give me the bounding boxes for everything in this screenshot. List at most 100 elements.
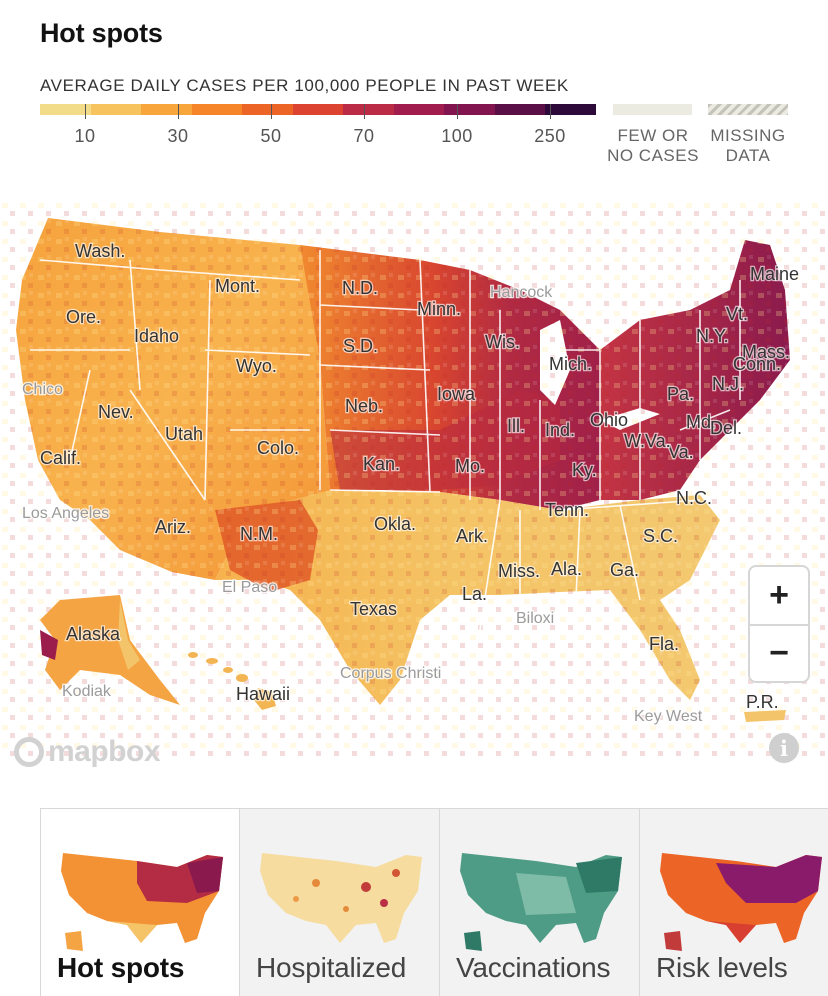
state-label: Mich. <box>549 354 592 374</box>
ramp-step <box>444 104 495 115</box>
zoom-control: + − <box>748 565 810 683</box>
legend-tick-label: 250 <box>534 126 566 146</box>
contiguous-us <box>0 200 828 760</box>
state-label: Maine <box>750 264 799 284</box>
legend-tick-mark <box>364 104 365 119</box>
legend-tick-label: 30 <box>167 126 189 146</box>
tab-label: Risk levels <box>656 952 788 983</box>
us-case-map[interactable]: Wash. Ore. Idaho Mont. Wyo. Nev. Utah Calif. Col… <box>0 200 828 760</box>
state-label: Wash. <box>75 241 125 261</box>
state-label: Mass. <box>742 342 790 362</box>
ramp-step <box>141 104 192 115</box>
state-label: Va. <box>668 442 694 462</box>
ramp-step <box>494 104 546 115</box>
state-label: N.J. <box>712 374 744 394</box>
mapbox-wordmark: mapbox <box>48 735 161 768</box>
state-label: Calif. <box>40 448 81 468</box>
state-label: N.D. <box>342 278 378 298</box>
state-label: Texas <box>350 599 397 619</box>
state-label: Tenn. <box>545 500 589 520</box>
ramp-step <box>545 104 597 115</box>
ramp-step <box>292 104 344 115</box>
legend-tick-mark <box>271 104 272 119</box>
tab-label: Hospitalized <box>256 952 407 983</box>
state-label: N.Y. <box>696 326 729 346</box>
city-label: Hancock <box>490 284 553 301</box>
state-label: Fla. <box>649 634 679 654</box>
legend-tick-mark <box>178 104 179 119</box>
tab-hospitalized[interactable]: Hospitalized <box>240 809 440 996</box>
tab-vaccinations[interactable]: Vaccinations <box>440 809 640 996</box>
tab-risk-levels[interactable]: Risk levels <box>640 809 828 996</box>
state-label: Wis. <box>485 332 520 352</box>
city-label: Key West <box>634 708 703 725</box>
state-label: Ala. <box>551 559 582 579</box>
ramp-step <box>40 104 91 115</box>
tab-label: Hot spots <box>57 952 185 983</box>
state-label: Kan. <box>363 454 400 474</box>
ramp-step <box>242 104 293 115</box>
legend-tick-label: 10 <box>74 126 96 146</box>
legend-tick-mark <box>550 104 551 119</box>
city-label: Los Angeles <box>22 505 109 522</box>
missing-data-swatch <box>708 104 788 115</box>
state-label: N.C. <box>676 488 712 508</box>
tab-label: Vaccinations <box>456 952 611 983</box>
mapbox-logo[interactable]: mapbox <box>14 735 161 769</box>
state-label: Del. <box>710 418 742 438</box>
state-label: Colo. <box>257 438 299 458</box>
state-label: Idaho <box>134 326 179 346</box>
risk-levels-thumbnail <box>660 853 822 951</box>
state-label: Ark. <box>456 526 488 546</box>
state-label: Hawaii <box>236 684 290 704</box>
hawaii <box>188 652 276 710</box>
alaska <box>40 595 180 705</box>
ramp-step <box>343 104 394 115</box>
state-label: Ill. <box>507 416 525 436</box>
legend-caption: AVERAGE DAILY CASES PER 100,000 PEOPLE I… <box>40 76 569 95</box>
state-label: Iowa <box>437 384 476 404</box>
ramp-step <box>191 104 243 115</box>
state-label: Md. <box>686 412 716 432</box>
legend-tick-label: 100 <box>441 126 473 146</box>
state-label: Okla. <box>374 514 416 534</box>
legend-ticks <box>40 104 596 119</box>
city-label: Biloxi <box>516 610 554 627</box>
zoom-out-button[interactable]: − <box>769 634 789 672</box>
ramp-step <box>90 104 142 115</box>
mapbox-icon <box>14 737 44 767</box>
state-label: Ind. <box>545 420 575 440</box>
state-label: Vt. <box>726 304 748 324</box>
state-label: Neb. <box>345 396 383 416</box>
info-icon[interactable]: i <box>769 733 799 763</box>
state-label: Mont. <box>215 276 260 296</box>
hot-spots-thumbnail <box>61 853 223 951</box>
state-label: S.C. <box>643 526 678 546</box>
legend-tick-label: 70 <box>353 126 375 146</box>
state-label: Nev. <box>98 402 134 422</box>
state-borders <box>30 250 741 631</box>
city-label: Kodiak <box>62 683 112 700</box>
state-label: Ore. <box>66 307 101 327</box>
zoom-in-button[interactable]: + <box>750 567 808 626</box>
color-ramp <box>40 104 597 115</box>
tab-hot-spots[interactable]: Hot spots <box>40 809 240 996</box>
state-label: Alaska <box>66 624 121 644</box>
legend-tick-mark <box>457 104 458 119</box>
city-label: Corpus Christi <box>340 665 441 682</box>
puerto-rico <box>744 710 786 722</box>
state-label: S.D. <box>343 336 378 356</box>
state-label: Miss. <box>498 561 540 581</box>
state-label: Wyo. <box>236 356 277 376</box>
missing-data-label: MISSING DATA <box>710 126 786 165</box>
city-label: El Paso <box>222 579 277 596</box>
few-cases-swatch <box>613 104 692 115</box>
state-label: N.M. <box>240 524 278 544</box>
state-label: La. <box>462 584 487 604</box>
few-cases-label: FEW OR NO CASES <box>607 126 699 165</box>
map-view-tabs: Hot spots Hospitalized Vaccinations Risk… <box>40 808 828 996</box>
state-label: Ga. <box>610 560 639 580</box>
state-label: P.R. <box>746 692 779 712</box>
city-label: Chico <box>22 381 63 398</box>
state-label: Minn. <box>417 299 461 319</box>
